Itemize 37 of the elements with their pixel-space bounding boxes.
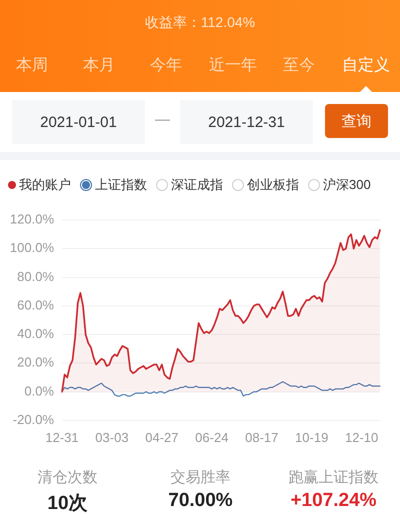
text: 今年: [150, 56, 182, 76]
legend-label: 我的账户: [19, 176, 71, 194]
text: 至今: [283, 56, 315, 76]
x-tick-label: 04-27: [145, 430, 178, 445]
y-tick-label: 60.0%: [17, 297, 54, 312]
text: +107.24%: [289, 490, 378, 512]
legend-label: 上证指数: [95, 176, 147, 194]
text: 自定义: [342, 56, 390, 76]
text: 70.00%: [167, 490, 234, 512]
y-tick-label: 0.0%: [24, 383, 54, 398]
query-button: 查询: [325, 104, 388, 138]
text: 沪深300: [323, 176, 371, 194]
y-tick-label: 40.0%: [17, 326, 54, 342]
x-tick-label: 12-10: [344, 430, 378, 445]
chart-subtitle: 收益率：112.04%: [144, 14, 256, 32]
date-field: 2021-01-01: [12, 100, 145, 144]
date-field: 2021-12-31: [180, 100, 313, 144]
text: 深证成指: [171, 176, 223, 194]
x-tick-label: 10-19: [295, 430, 328, 445]
text: 10次: [46, 492, 89, 516]
text: 本月: [83, 56, 115, 76]
text: 跑赢上证指数: [288, 468, 380, 487]
y-tick-label: -20.0%: [12, 412, 54, 427]
x-tick-label: 08-17: [245, 430, 278, 445]
x-tick-label: 03-03: [95, 430, 129, 445]
text: 创业板指: [247, 176, 299, 194]
text: 清仓次数: [36, 468, 98, 487]
text: 近一年: [209, 56, 257, 76]
y-tick-label: 120.0%: [10, 212, 54, 227]
x-tick-label: 12-31: [45, 430, 79, 445]
text: —: [155, 111, 170, 128]
x-tick-label: 06-24: [195, 430, 228, 445]
y-tick-label: 20.0%: [17, 354, 54, 370]
y-tick-label: 100.0%: [10, 240, 54, 256]
text: 交易胜率: [170, 468, 232, 487]
text: 本周: [16, 56, 48, 76]
y-tick-label: 80.0%: [17, 268, 54, 284]
